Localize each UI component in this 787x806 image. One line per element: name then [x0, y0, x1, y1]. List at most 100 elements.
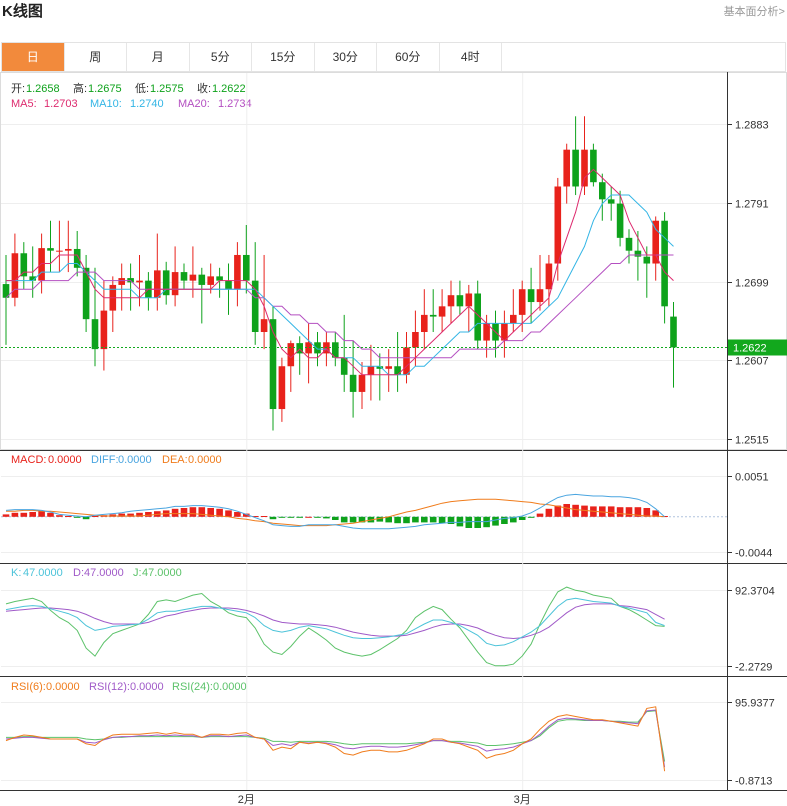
ma10-value: 1.2740: [130, 98, 164, 110]
macd-label: MACD:: [11, 454, 46, 466]
candle-body: [616, 203, 624, 238]
macd-value: 0.0000: [48, 454, 82, 466]
candle-body: [171, 272, 179, 296]
rsi12-label: RSI(12):: [89, 681, 130, 693]
diff-label: DIFF:: [91, 454, 119, 466]
rsi24-value: 0.0000: [213, 681, 247, 693]
candle-body: [225, 280, 232, 290]
candle-body: [56, 250, 63, 252]
rsi-tick-label: 95.9377: [735, 698, 775, 710]
tab-60min[interactable]: 60分: [377, 43, 440, 71]
candle-body: [367, 366, 375, 375]
dea-label: DEA:: [162, 454, 188, 466]
macd-bar: [180, 508, 188, 517]
macd-bar: [527, 516, 535, 518]
macd-bar: [29, 512, 36, 517]
dea-value: 0.0000: [188, 454, 222, 466]
macd-bar: [501, 516, 508, 524]
tab-4hour[interactable]: 4时: [440, 43, 502, 71]
candle-body: [65, 248, 72, 251]
macd-bar: [510, 516, 517, 523]
price-tick-label: 1.2515: [735, 435, 769, 447]
tab-day[interactable]: 日: [2, 43, 65, 71]
candle-body: [643, 256, 651, 264]
macd-bar: [438, 516, 446, 524]
price-legend: 开: 1.2658 高: 1.2675 低: 1.2575 收: 1.2622 …: [11, 81, 252, 110]
price-tick-label: 1.2699: [735, 278, 769, 290]
tab-5min[interactable]: 5分: [190, 43, 252, 71]
candle-body: [438, 306, 446, 317]
candle-body: [180, 272, 188, 281]
candle-body: [332, 342, 339, 358]
macd-bar: [278, 516, 286, 518]
fundamental-analysis-link[interactable]: 基本面分析>: [723, 6, 785, 18]
macd-bar: [305, 516, 312, 518]
ma20-label: MA20:: [178, 98, 210, 110]
macd-bar: [207, 508, 214, 517]
rsi6-label: RSI(6):: [11, 681, 46, 693]
macd-bar: [465, 516, 473, 528]
candle-body: [162, 270, 170, 296]
macd-bar: [474, 516, 481, 528]
candle-body: [29, 276, 36, 281]
macd-bar: [11, 512, 19, 517]
macd-bar: [127, 513, 134, 517]
candle-body: [349, 374, 357, 392]
macd-bar: [340, 516, 348, 523]
candle-body: [394, 366, 401, 375]
macd-bar: [243, 513, 250, 517]
macd-bar: [118, 513, 125, 517]
macd-bar: [314, 516, 321, 518]
candle-body: [73, 248, 81, 268]
candle-body: [412, 332, 419, 348]
price-panel-frame: [0, 72, 787, 450]
kdj-tick-label: 92.3704: [735, 586, 775, 598]
macd-bar: [554, 505, 562, 517]
macd-bar: [429, 516, 437, 523]
macd-bar: [20, 512, 28, 517]
candle-body: [599, 182, 606, 200]
macd-bar: [82, 516, 90, 520]
candle-body: [100, 310, 108, 350]
low-label: 低:: [135, 82, 149, 95]
period-tabs: 日 周 月 5分 15分 30分 60分 4时: [1, 42, 786, 72]
macd-bar: [349, 516, 357, 523]
tab-week[interactable]: 周: [65, 43, 127, 71]
macd-bar: [73, 516, 81, 518]
price-tick-label: 1.2607: [735, 356, 769, 368]
macd-bar: [189, 507, 197, 517]
candle-body: [11, 253, 19, 298]
candle-body: [154, 270, 161, 298]
low-value: 1.2575: [150, 83, 184, 95]
macd-bar: [38, 511, 45, 517]
candle-body: [581, 149, 588, 187]
macd-bar: [616, 507, 624, 517]
tab-30min[interactable]: 30分: [315, 43, 377, 71]
open-label: 开:: [11, 83, 25, 95]
high-value: 1.2675: [88, 83, 122, 95]
price-tick-label: 1.2791: [735, 199, 769, 211]
macd-bar: [447, 516, 455, 524]
candle-body: [118, 278, 125, 285]
macd-bar: [260, 516, 268, 517]
last-price-label: 1.2622: [733, 343, 767, 355]
macd-bar: [607, 506, 615, 517]
macd-bar: [251, 516, 259, 517]
macd-bar: [385, 516, 392, 523]
tab-month[interactable]: 月: [127, 43, 190, 71]
candle-body: [652, 220, 659, 264]
macd-bar: [225, 510, 232, 517]
k-value: 47.0000: [23, 567, 63, 579]
macd-bar: [65, 516, 72, 517]
macd-bar: [625, 507, 633, 517]
tab-15min[interactable]: 15分: [252, 43, 315, 71]
candle-body: [189, 274, 197, 281]
candle-body: [251, 280, 259, 333]
candle-body: [590, 149, 597, 183]
macd-bar: [536, 513, 544, 517]
rsi24-label: RSI(24):: [172, 681, 213, 693]
macd-bar: [358, 516, 366, 523]
x-tick-label: 3月: [514, 794, 531, 806]
candle-body: [234, 254, 241, 290]
